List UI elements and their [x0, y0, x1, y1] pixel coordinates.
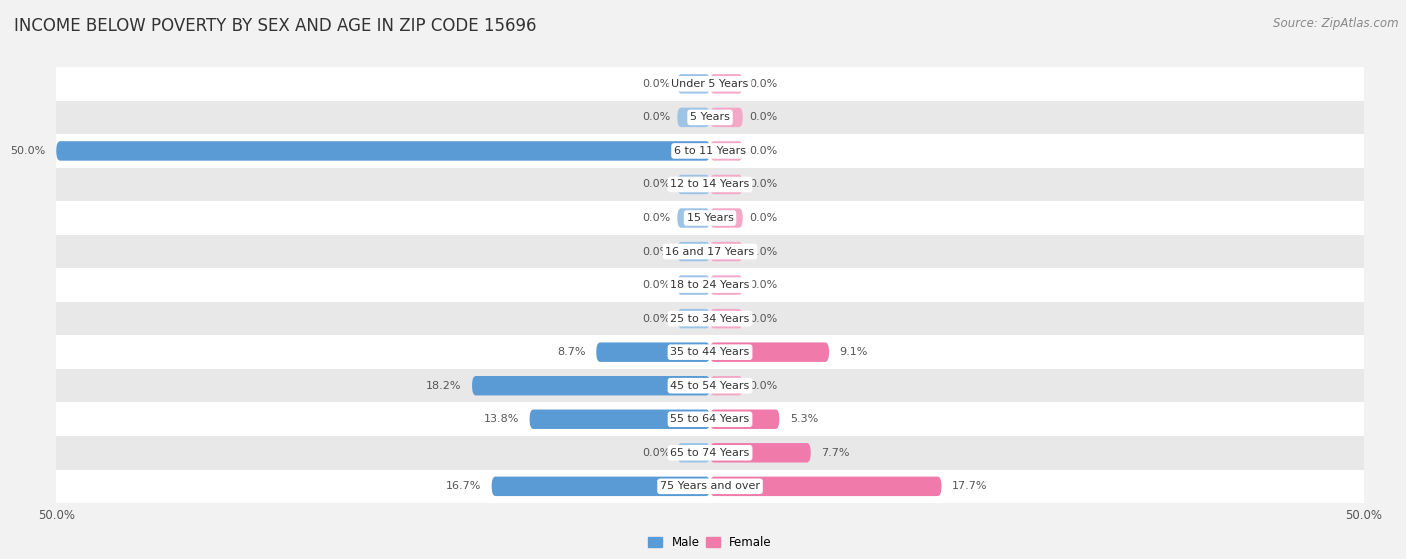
- FancyBboxPatch shape: [710, 443, 811, 462]
- FancyBboxPatch shape: [678, 276, 710, 295]
- Text: 0.0%: 0.0%: [749, 79, 778, 89]
- Text: 25 to 34 Years: 25 to 34 Years: [671, 314, 749, 324]
- FancyBboxPatch shape: [678, 74, 710, 93]
- Text: 8.7%: 8.7%: [557, 347, 586, 357]
- Text: 16.7%: 16.7%: [446, 481, 481, 491]
- Text: 18.2%: 18.2%: [426, 381, 461, 391]
- FancyBboxPatch shape: [596, 343, 710, 362]
- Text: 55 to 64 Years: 55 to 64 Years: [671, 414, 749, 424]
- FancyBboxPatch shape: [710, 343, 830, 362]
- Text: 0.0%: 0.0%: [643, 112, 671, 122]
- Text: 0.0%: 0.0%: [749, 280, 778, 290]
- Text: 0.0%: 0.0%: [643, 179, 671, 190]
- Text: 7.7%: 7.7%: [821, 448, 849, 458]
- FancyBboxPatch shape: [710, 309, 742, 328]
- Text: 5.3%: 5.3%: [790, 414, 818, 424]
- Text: 35 to 44 Years: 35 to 44 Years: [671, 347, 749, 357]
- Bar: [56, 402, 1364, 436]
- FancyBboxPatch shape: [56, 141, 710, 160]
- Bar: [56, 235, 1364, 268]
- FancyBboxPatch shape: [678, 209, 710, 228]
- Text: 6 to 11 Years: 6 to 11 Years: [673, 146, 747, 156]
- FancyBboxPatch shape: [678, 175, 710, 194]
- Text: 0.0%: 0.0%: [749, 112, 778, 122]
- Text: Under 5 Years: Under 5 Years: [672, 79, 748, 89]
- Bar: [56, 201, 1364, 235]
- FancyBboxPatch shape: [710, 477, 942, 496]
- Text: 65 to 74 Years: 65 to 74 Years: [671, 448, 749, 458]
- Text: 0.0%: 0.0%: [643, 79, 671, 89]
- FancyBboxPatch shape: [678, 309, 710, 328]
- Text: 0.0%: 0.0%: [643, 448, 671, 458]
- Text: 5 Years: 5 Years: [690, 112, 730, 122]
- Text: 0.0%: 0.0%: [643, 314, 671, 324]
- Bar: [56, 134, 1364, 168]
- Text: Source: ZipAtlas.com: Source: ZipAtlas.com: [1274, 17, 1399, 30]
- Bar: [56, 67, 1364, 101]
- Bar: [56, 101, 1364, 134]
- Text: 75 Years and over: 75 Years and over: [659, 481, 761, 491]
- Text: 9.1%: 9.1%: [839, 347, 868, 357]
- Text: 17.7%: 17.7%: [952, 481, 987, 491]
- FancyBboxPatch shape: [678, 443, 710, 462]
- FancyBboxPatch shape: [710, 74, 742, 93]
- Legend: Male, Female: Male, Female: [644, 532, 776, 554]
- Text: 12 to 14 Years: 12 to 14 Years: [671, 179, 749, 190]
- Text: 45 to 54 Years: 45 to 54 Years: [671, 381, 749, 391]
- FancyBboxPatch shape: [710, 242, 742, 261]
- Text: 0.0%: 0.0%: [749, 179, 778, 190]
- Text: 0.0%: 0.0%: [749, 146, 778, 156]
- Text: INCOME BELOW POVERTY BY SEX AND AGE IN ZIP CODE 15696: INCOME BELOW POVERTY BY SEX AND AGE IN Z…: [14, 17, 537, 35]
- Text: 18 to 24 Years: 18 to 24 Years: [671, 280, 749, 290]
- Bar: [56, 302, 1364, 335]
- Text: 15 Years: 15 Years: [686, 213, 734, 223]
- Text: 0.0%: 0.0%: [749, 381, 778, 391]
- Text: 0.0%: 0.0%: [749, 213, 778, 223]
- FancyBboxPatch shape: [472, 376, 710, 395]
- FancyBboxPatch shape: [710, 276, 742, 295]
- Bar: [56, 335, 1364, 369]
- Bar: [56, 369, 1364, 402]
- Text: 13.8%: 13.8%: [484, 414, 519, 424]
- FancyBboxPatch shape: [710, 209, 742, 228]
- FancyBboxPatch shape: [710, 175, 742, 194]
- Bar: [56, 436, 1364, 470]
- Text: 16 and 17 Years: 16 and 17 Years: [665, 247, 755, 257]
- FancyBboxPatch shape: [492, 477, 710, 496]
- FancyBboxPatch shape: [678, 108, 710, 127]
- FancyBboxPatch shape: [678, 242, 710, 261]
- Bar: [56, 470, 1364, 503]
- Text: 0.0%: 0.0%: [643, 280, 671, 290]
- Text: 0.0%: 0.0%: [643, 247, 671, 257]
- FancyBboxPatch shape: [710, 108, 742, 127]
- FancyBboxPatch shape: [710, 141, 742, 160]
- Text: 0.0%: 0.0%: [749, 314, 778, 324]
- FancyBboxPatch shape: [530, 410, 710, 429]
- Text: 0.0%: 0.0%: [643, 213, 671, 223]
- FancyBboxPatch shape: [710, 410, 779, 429]
- FancyBboxPatch shape: [710, 376, 742, 395]
- Bar: [56, 268, 1364, 302]
- Text: 50.0%: 50.0%: [10, 146, 46, 156]
- Bar: [56, 168, 1364, 201]
- Text: 0.0%: 0.0%: [749, 247, 778, 257]
